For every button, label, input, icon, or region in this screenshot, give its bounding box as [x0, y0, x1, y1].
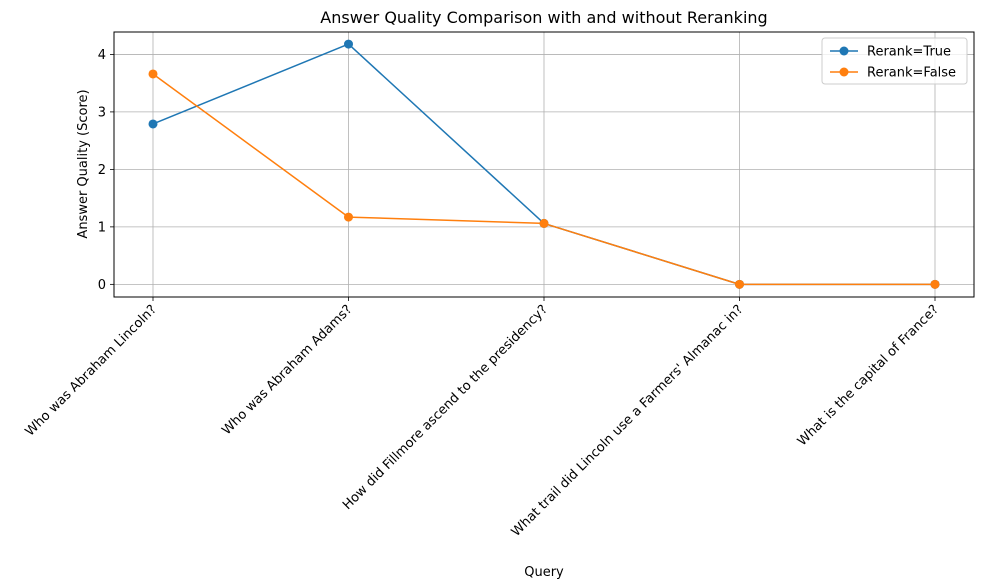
chart-title: Answer Quality Comparison with and witho… [320, 8, 767, 27]
data-point [148, 69, 158, 79]
data-point [735, 279, 744, 289]
data-point [344, 39, 353, 49]
legend: Rerank=True Rerank=False [821, 37, 968, 85]
y-tick-label: 4 [98, 48, 106, 63]
data-point [148, 119, 158, 129]
y-tick-label: 2 [98, 163, 106, 178]
legend-label: Rerank=True [867, 45, 951, 60]
series-Rerank=False [148, 69, 940, 289]
data-point [930, 279, 940, 289]
data-point [539, 218, 549, 228]
y-tick-label: 0 [98, 278, 106, 293]
y-tick-label: 1 [98, 220, 106, 235]
legend-box [821, 37, 968, 85]
series-layer [148, 39, 940, 289]
data-point [344, 212, 353, 222]
y-axis-label: Answer Quality (Score) [76, 89, 91, 238]
y-tick-label: 3 [98, 105, 106, 120]
x-axis-label: Query [524, 565, 564, 580]
legend-marker [839, 46, 849, 56]
legend-label: Rerank=False [867, 66, 956, 81]
legend-marker [839, 67, 849, 77]
y-axis: 0 1 2 3 4 [98, 48, 114, 293]
